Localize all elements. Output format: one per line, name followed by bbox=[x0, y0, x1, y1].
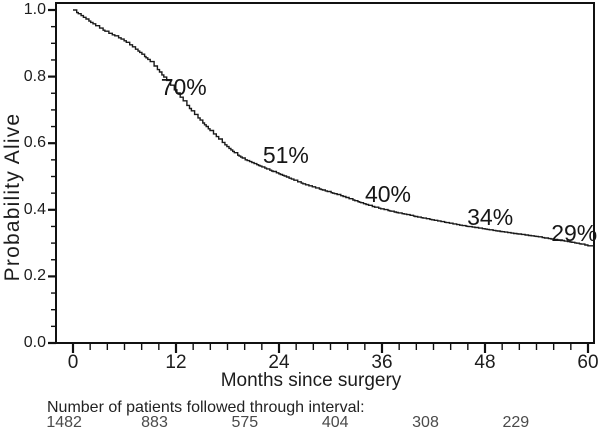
percent-annotation: 51% bbox=[262, 141, 309, 168]
x-tick-label: 12 bbox=[165, 352, 187, 373]
x-tick-label: 36 bbox=[371, 352, 393, 373]
x-axis-title: Months since surgery bbox=[220, 370, 402, 391]
plot-frame bbox=[55, 2, 595, 344]
patient-counts-row: 1482 883 575 404 308 229 bbox=[19, 414, 561, 432]
x-tick-label: 48 bbox=[474, 352, 496, 373]
percent-annotation: 29% bbox=[551, 220, 598, 247]
y-tick-label: 0.8 bbox=[23, 67, 46, 85]
y-tick-label: 0.0 bbox=[23, 334, 46, 351]
x-tick-label: 24 bbox=[268, 352, 290, 373]
y-tick-label: 0.6 bbox=[23, 134, 46, 152]
y-tick-label: 1.0 bbox=[23, 1, 46, 18]
survival-curve-line bbox=[73, 9, 594, 247]
x-tick-label: 60 bbox=[577, 352, 599, 373]
percent-annotation: 70% bbox=[160, 73, 207, 100]
patient-count: 404 bbox=[321, 414, 349, 431]
x-tick-label: 0 bbox=[67, 352, 79, 373]
percent-annotation: 34% bbox=[467, 204, 514, 231]
patient-count: 883 bbox=[141, 414, 168, 431]
percent-annotation: 40% bbox=[364, 181, 412, 208]
y-tick-label: 0.4 bbox=[23, 200, 46, 218]
patient-count: 1482 bbox=[46, 414, 82, 431]
patient-count: 308 bbox=[412, 414, 439, 431]
patients-followed-heading: Number of patients followed through inte… bbox=[47, 399, 365, 416]
y-tick-label: 0.2 bbox=[23, 267, 46, 285]
patient-count: 575 bbox=[231, 414, 259, 431]
patient-count: 229 bbox=[502, 414, 530, 431]
